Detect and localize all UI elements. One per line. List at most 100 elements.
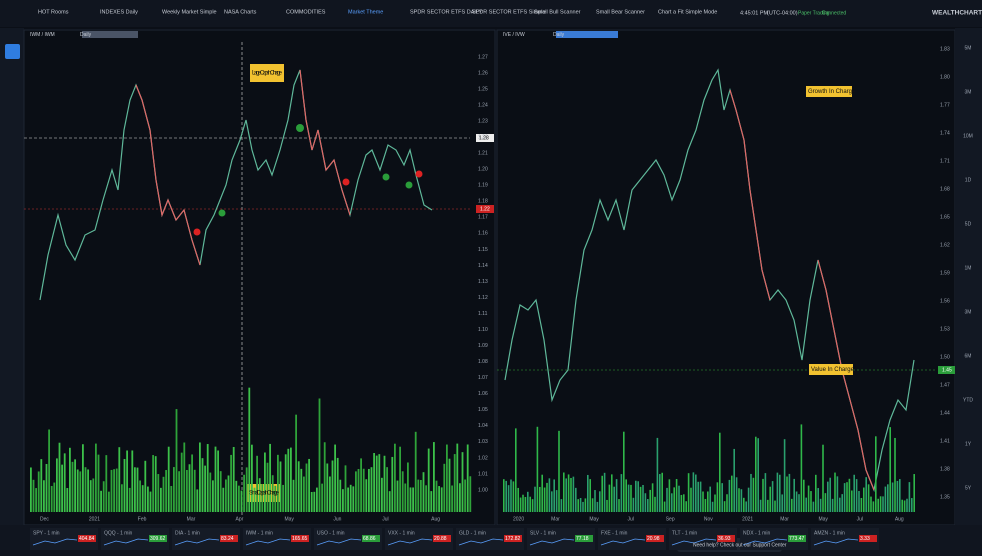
watch-card[interactable]: [598, 528, 666, 550]
timeframe[interactable]: 6M: [965, 353, 972, 359]
nav-tab[interactable]: SPDR SECTOR ETFS DAILY: [410, 9, 483, 15]
volume-bar: [48, 429, 50, 512]
volume-bar: [711, 501, 714, 512]
nav-tab[interactable]: Chart a Fit Simple Mode: [658, 9, 717, 15]
watch-card[interactable]: [101, 528, 169, 550]
annotation-box: [806, 86, 852, 97]
volume-bar: [913, 474, 915, 512]
watch-card[interactable]: [740, 528, 808, 550]
watch-price-bg: [859, 535, 877, 542]
signal: [296, 124, 304, 132]
volume-bar: [331, 460, 334, 512]
symbol[interactable]: IWM / IWM: [30, 32, 55, 38]
y-tick-label: 1.62: [940, 242, 950, 248]
crosshair-tool[interactable]: [5, 44, 20, 59]
volume-bar: [510, 479, 512, 512]
nav-tab[interactable]: COMMODITIES: [286, 9, 326, 15]
timeframe[interactable]: 1D: [965, 177, 972, 183]
volume-bar: [911, 498, 913, 512]
volume-bar: [563, 472, 565, 512]
volume-bar: [815, 474, 817, 512]
timeframe[interactable]: 3M: [965, 89, 972, 95]
symbol[interactable]: IVE / IVW: [503, 32, 525, 38]
nav-tab[interactable]: Market Theme: [348, 9, 383, 15]
nav-tab[interactable]: Small Bull Scanner: [534, 9, 581, 15]
price-line-down: [135, 84, 201, 266]
timeframe[interactable]: 3M: [965, 309, 972, 315]
help[interactable]: Need help? Check out our Support Center: [693, 542, 787, 548]
volume-bar: [131, 450, 134, 512]
watch-card[interactable]: [172, 528, 240, 550]
clock: 4:45:01 PM: [740, 10, 769, 16]
watch-card[interactable]: [30, 528, 98, 550]
watch-price: 172.82: [505, 536, 521, 542]
watch-card[interactable]: [669, 528, 737, 550]
volume-bar: [685, 501, 687, 512]
volume-bar: [235, 480, 238, 512]
volume-bar: [872, 501, 875, 512]
watch-card[interactable]: [243, 528, 311, 550]
volume-bar: [536, 426, 539, 512]
volume-bar: [360, 458, 362, 512]
watch-symbol: IWM - 1 min: [246, 530, 273, 536]
watch-price: 83.24: [221, 536, 234, 542]
volume-bar: [375, 455, 378, 512]
nav-tab[interactable]: NASA Charts: [224, 9, 257, 15]
left-tab[interactable]: [82, 31, 138, 38]
volume-bar: [680, 494, 683, 512]
volume-bar: [87, 469, 89, 512]
timeframe[interactable]: 5M: [965, 45, 972, 51]
volume-bar: [245, 467, 248, 512]
volume-bar: [817, 488, 819, 512]
nav-tab[interactable]: Small Bear Scanner: [596, 9, 645, 15]
price-label-bg: [476, 134, 494, 142]
timeframe[interactable]: YTD: [963, 397, 973, 403]
watch-price-bg: [220, 535, 238, 542]
signal: [405, 181, 413, 189]
timeframe[interactable]: 1M: [965, 265, 972, 271]
volume-bar: [551, 491, 553, 512]
nav-tab[interactable]: SPDR SECTOR ETFS Simple: [472, 9, 546, 15]
timeframe[interactable]: 5D: [965, 221, 972, 227]
y-tick-label: 1.25: [478, 86, 488, 92]
volume-bar: [178, 471, 180, 512]
volume-bar: [683, 494, 685, 512]
volume-bar: [404, 483, 407, 512]
watch-card[interactable]: [314, 528, 382, 550]
volume-bar: [601, 475, 603, 512]
timeframe[interactable]: 10M: [963, 133, 973, 139]
x-tick-label: 2020: [513, 516, 524, 522]
volume-bar: [251, 444, 253, 512]
nav-tab[interactable]: HOT Rooms: [38, 9, 69, 15]
volume-bar: [877, 498, 879, 512]
watch-card[interactable]: [456, 528, 524, 550]
volume-bar: [752, 477, 755, 512]
volume-bar: [264, 452, 266, 512]
y-tick-label: 1.56: [940, 298, 950, 304]
watch-card[interactable]: [385, 528, 453, 550]
volume-bar: [420, 479, 422, 512]
volume-bar: [368, 468, 370, 512]
nav-tab[interactable]: INDEXES Daily: [100, 9, 138, 15]
volume-bar: [277, 454, 279, 512]
watch-price-bg: [433, 535, 451, 542]
watch-card[interactable]: [527, 528, 595, 550]
volume-bar: [469, 476, 472, 512]
y-tick-label: 1.07: [478, 375, 488, 381]
volume-bar: [505, 480, 507, 512]
volume-bar: [440, 487, 443, 512]
volume-bar: [762, 478, 764, 512]
y-tick-label: 1.09: [478, 343, 488, 349]
nav-tab[interactable]: Weekly Market Simple: [162, 9, 217, 15]
timeframe[interactable]: 1Y: [965, 441, 972, 447]
watch-symbol: QQQ - 1 min: [104, 530, 133, 536]
volume-bar: [134, 467, 136, 512]
timeframe[interactable]: 5Y: [965, 485, 972, 491]
volume-bar: [105, 455, 108, 512]
y-tick-label: 1.68: [940, 186, 950, 192]
volume-bar: [456, 443, 459, 512]
annotation: Growth In Charge: [808, 89, 856, 95]
watch-card[interactable]: [811, 528, 879, 550]
right-tab[interactable]: [556, 31, 618, 38]
volume-bar: [644, 493, 647, 512]
